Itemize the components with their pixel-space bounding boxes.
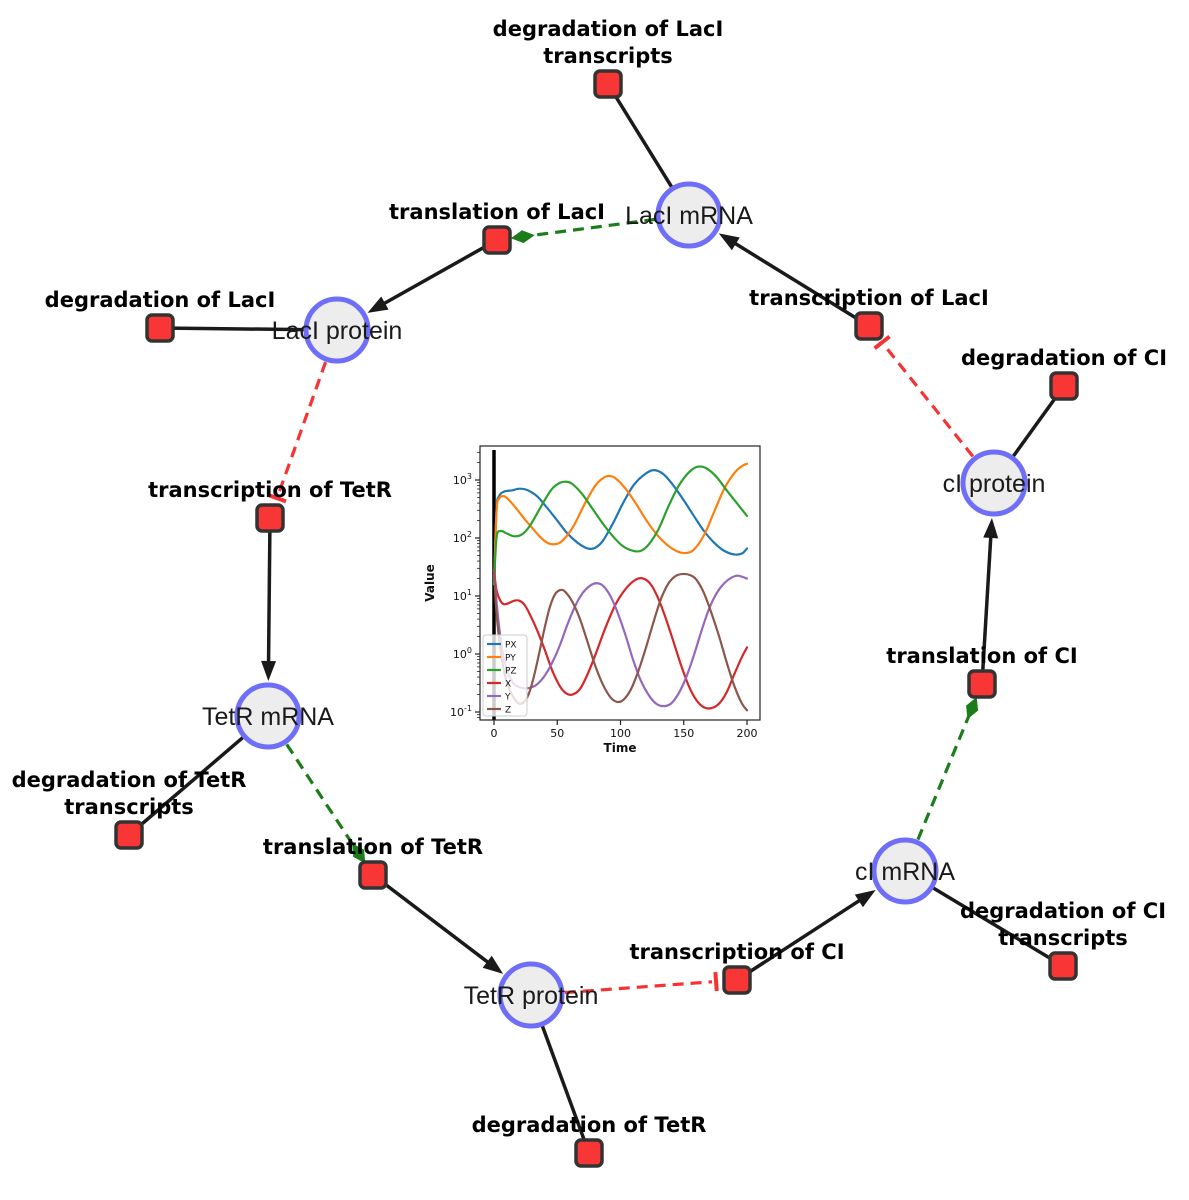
legend-label-X: X (505, 680, 511, 690)
reaction-node-transl_tetr[interactable] (358, 860, 388, 890)
oscillation-chart: 0 50 100 150 200 10-1 100 101 102 103 PX PY PZ XYZ Ti… (423, 445, 761, 755)
species-node-laci_protein[interactable] (303, 296, 371, 364)
species-label-ci_mrna: cI mRNA (855, 858, 955, 886)
reaction-node-txn_tetr[interactable] (255, 503, 285, 533)
edge-ci_mrna-deg_ci_tx (932, 886, 1064, 968)
y-tick-label: 100 (453, 646, 472, 661)
edge-tetr_protein-deg_tetr (540, 1025, 591, 1154)
reaction-node-transl_ci[interactable] (967, 669, 997, 699)
chart-plot-area: 0 50 100 150 200 10-1 100 101 102 103 PX PY PZ XYZ (450, 445, 761, 740)
edge-tetr_protein-txn_ci (564, 971, 719, 995)
reaction-label-deg_tetr_tx: degradation of TetR (12, 768, 247, 792)
species-node-ci_protein[interactable] (960, 449, 1028, 517)
reaction-node-deg_laci[interactable] (145, 313, 175, 343)
edge-tetr_mrna-transl_tetr (285, 743, 366, 864)
reaction-label-deg_tetr: degradation of TetR (472, 1113, 707, 1137)
edge-ci_protein-txn_laci (873, 334, 975, 458)
reaction-label-deg_ci: degradation of CI (961, 346, 1167, 370)
species-node-ci_mrna[interactable] (871, 837, 939, 905)
reaction-node-deg_ci_tx[interactable] (1048, 951, 1078, 981)
reaction-label-transl_laci: translation of LacI (389, 200, 605, 224)
edge-ci_mrna-transl_ci (916, 696, 979, 841)
reaction-label-deg_tetr_tx: transcripts (64, 795, 194, 819)
reaction-node-deg_tetr[interactable] (574, 1138, 604, 1168)
x-tick-label: 200 (737, 727, 758, 740)
reaction-node-txn_laci[interactable] (854, 311, 884, 341)
reaction-label-transl_tetr: translation of TetR (263, 835, 483, 859)
species-label-laci_mrna: LacI mRNA (625, 202, 753, 230)
reaction-label-deg_laci_tx: degradation of LacI (493, 17, 724, 41)
legend-label-PY: PY (505, 654, 516, 664)
edge-tetr_mrna-deg_tetr_tx (127, 736, 245, 837)
series-line-PZ (492, 465, 749, 586)
edge-laci_mrna-transl_laci (510, 217, 656, 244)
reaction-label-transl_ci: translation of CI (886, 644, 1077, 668)
reaction-label-txn_laci: transcription of LacI (749, 286, 989, 310)
species-node-tetr_mrna[interactable] (234, 682, 302, 750)
legend-label-PX: PX (505, 641, 517, 651)
chart-x-axis-label: Time (604, 741, 637, 755)
legend-label-Y: Y (504, 693, 511, 703)
reaction-node-deg_laci_tx[interactable] (593, 69, 623, 99)
species-node-laci_mrna[interactable] (655, 181, 723, 249)
reaction-label-txn_tetr: transcription of TetR (148, 478, 392, 502)
reaction-label-deg_laci: degradation of LacI (45, 288, 276, 312)
species-label-tetr_protein: TetR protein (464, 982, 599, 1010)
species-label-tetr_mrna: TetR mRNA (202, 703, 334, 731)
y-tick-label: 102 (453, 530, 472, 545)
reaction-node-txn_ci[interactable] (722, 965, 752, 995)
edge-laci_mrna-deg_laci_tx (606, 83, 674, 188)
x-tick-label: 0 (491, 727, 498, 740)
edge-laci_protein-txn_tetr (267, 361, 328, 504)
reaction-node-deg_ci[interactable] (1049, 371, 1079, 401)
edge-txn_tetr-tetr_mrna (261, 517, 277, 682)
legend-label-PZ: PZ (505, 667, 517, 677)
edge-transl_tetr-tetr_protein (371, 873, 504, 974)
reaction-label-deg_ci_tx: degradation of CI (960, 899, 1166, 923)
series-line-X (492, 568, 749, 710)
reaction-node-transl_laci[interactable] (482, 225, 512, 255)
chart-y-axis-label: Value (423, 564, 437, 602)
edge-transl_laci-laci_protein (367, 238, 498, 313)
reaction-label-deg_laci_tx: transcripts (543, 44, 673, 68)
y-tick-label: 10-1 (450, 704, 472, 719)
series-line-PY (492, 462, 749, 586)
species-label-ci_protein: cI protein (943, 470, 1046, 498)
y-tick-label: 101 (453, 588, 472, 603)
nodes-layer (114, 69, 1079, 1168)
species-node-tetr_protein[interactable] (497, 961, 565, 1029)
legend-label-Z: Z (505, 706, 511, 716)
edge-laci_protein-deg_laci (159, 326, 305, 332)
edge-txn_ci-ci_mrna (736, 890, 876, 982)
x-tick-label: 150 (673, 727, 694, 740)
edge-transl_ci-ci_protein (980, 517, 999, 685)
species-label-laci_protein: LacI protein (272, 317, 403, 345)
reaction-label-deg_ci_tx: transcripts (998, 926, 1128, 950)
y-tick-label: 103 (453, 472, 472, 487)
x-tick-label: 100 (610, 727, 631, 740)
x-tick-label: 50 (550, 727, 564, 740)
reaction-node-deg_tetr_tx[interactable] (114, 820, 144, 850)
edges-layer (127, 83, 1066, 1154)
labels-layer: LacI mRNA LacI protein TetR mRNA TetR prote… (12, 17, 1167, 1137)
edge-txn_laci-laci_mrna (718, 233, 870, 328)
reaction-label-txn_ci: transcription of CI (629, 940, 844, 964)
